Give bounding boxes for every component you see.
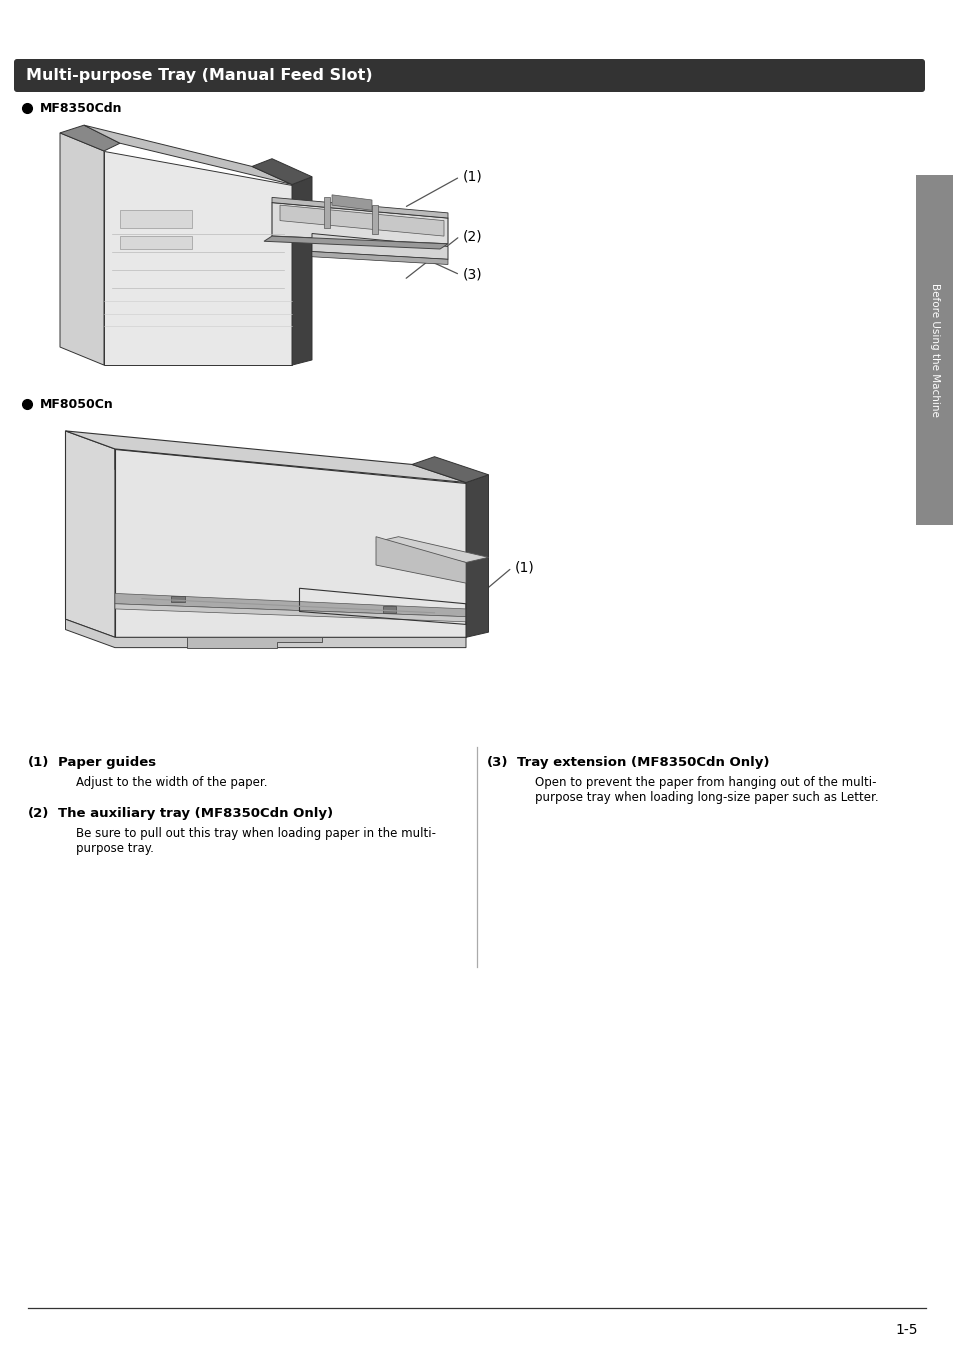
Text: purpose tray when loading long-size paper such as Letter.: purpose tray when loading long-size pape…: [535, 791, 878, 805]
Polygon shape: [375, 537, 465, 583]
Polygon shape: [104, 151, 292, 365]
Polygon shape: [84, 126, 292, 185]
Text: (3): (3): [462, 267, 482, 282]
Polygon shape: [60, 126, 120, 151]
Polygon shape: [332, 194, 372, 211]
Polygon shape: [115, 450, 322, 475]
Polygon shape: [465, 475, 488, 637]
Polygon shape: [187, 637, 322, 648]
Polygon shape: [66, 620, 465, 648]
Polygon shape: [292, 177, 312, 364]
Polygon shape: [120, 236, 192, 248]
Text: Open to prevent the paper from hanging out of the multi-: Open to prevent the paper from hanging o…: [535, 776, 876, 788]
Text: Paper guides: Paper guides: [58, 756, 156, 770]
Polygon shape: [280, 205, 443, 236]
Text: (2): (2): [28, 807, 50, 819]
Polygon shape: [264, 236, 448, 248]
FancyBboxPatch shape: [14, 59, 924, 92]
Polygon shape: [115, 450, 465, 637]
Text: MF8350Cdn: MF8350Cdn: [40, 101, 122, 115]
Polygon shape: [382, 606, 395, 613]
Bar: [915, 176, 953, 525]
Text: (1): (1): [28, 756, 50, 770]
Polygon shape: [372, 205, 377, 234]
Text: The auxiliary tray (MF8350Cdn Only): The auxiliary tray (MF8350Cdn Only): [58, 807, 333, 819]
Text: Before Using the Machine: Before Using the Machine: [929, 284, 939, 417]
Text: (3): (3): [486, 756, 508, 770]
Polygon shape: [312, 251, 448, 265]
Polygon shape: [115, 603, 465, 622]
Polygon shape: [66, 431, 465, 482]
Polygon shape: [115, 594, 465, 617]
Polygon shape: [272, 197, 448, 219]
Text: (1): (1): [515, 560, 535, 575]
Polygon shape: [60, 132, 104, 364]
Text: MF8050Cn: MF8050Cn: [40, 397, 113, 410]
Text: Multi-purpose Tray (Manual Feed Slot): Multi-purpose Tray (Manual Feed Slot): [26, 68, 373, 82]
Polygon shape: [375, 537, 488, 563]
Polygon shape: [272, 202, 448, 244]
Polygon shape: [412, 456, 488, 482]
Text: (1): (1): [462, 170, 482, 184]
Polygon shape: [120, 211, 192, 228]
Text: Be sure to pull out this tray when loading paper in the multi-: Be sure to pull out this tray when loadi…: [76, 828, 436, 840]
Text: Adjust to the width of the paper.: Adjust to the width of the paper.: [76, 776, 267, 788]
Text: 1-5: 1-5: [895, 1323, 917, 1336]
Polygon shape: [172, 595, 185, 602]
Text: Tray extension (MF8350Cdn Only): Tray extension (MF8350Cdn Only): [517, 756, 769, 770]
Polygon shape: [66, 431, 115, 637]
Text: purpose tray.: purpose tray.: [76, 842, 153, 855]
Polygon shape: [252, 159, 312, 185]
Text: (2): (2): [462, 230, 482, 243]
Polygon shape: [324, 197, 330, 228]
Polygon shape: [312, 234, 448, 259]
